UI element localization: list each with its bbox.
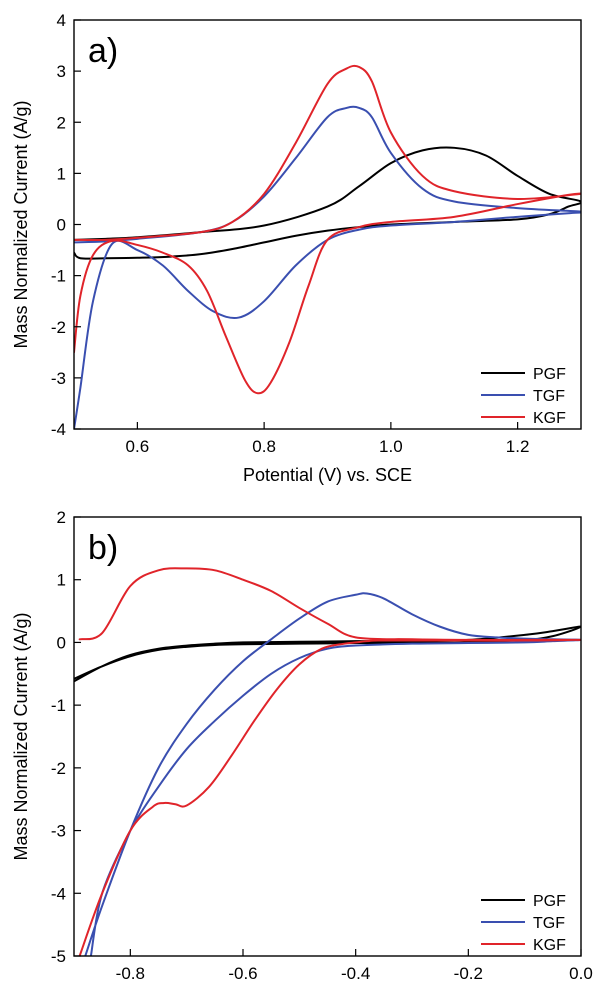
y-axis-title: Mass Normalized Current (A/g) (11, 100, 31, 348)
x-tick-label: 1.0 (379, 437, 403, 456)
series-group (74, 64, 581, 429)
y-tick-label: 4 (57, 11, 66, 30)
plot-frame (73, 516, 582, 957)
series-line-tgf (74, 105, 581, 429)
y-tick-label: 0 (57, 633, 66, 652)
series-line-pgf (74, 625, 581, 683)
x-tick-label: 0.6 (126, 437, 150, 456)
x-tick-label: -0.8 (116, 964, 145, 983)
panel-a: 0.6 0.8 1.0 1.2 -4 -3 -2 -1 0 1 2 3 4 Potential (V) v… (11, 11, 582, 485)
x-tick-label: 0.0 (569, 964, 593, 983)
panel-b: -0.8-0.6-0.4-0.20.0-5-4-3-2-1012Potentia… (11, 508, 593, 983)
x-tick-label: 0.8 (252, 437, 276, 456)
series-line-kgf (74, 64, 581, 395)
series-line-kgf (78, 567, 581, 956)
y-tick-label: 2 (57, 113, 66, 132)
y-tick-label: 3 (57, 62, 66, 81)
y-tick-label: 1 (57, 164, 66, 183)
y-tick-label: -2 (51, 318, 66, 337)
y-tick-label: -3 (51, 369, 66, 388)
x-tick-label: 1.2 (506, 437, 530, 456)
y-tick-label: -5 (51, 947, 66, 966)
legend-label-tgf: TGF (533, 915, 565, 932)
y-tick-label: 1 (57, 571, 66, 590)
legend: PGF TGF KGF (481, 893, 566, 954)
legend-label-kgf: KGF (533, 410, 566, 427)
legend: PGF TGF KGF (481, 366, 566, 427)
legend-label-kgf: KGF (533, 937, 566, 954)
x-tick-label: -0.4 (341, 964, 370, 983)
plot-frame (73, 19, 582, 430)
panel-label: a) (88, 32, 118, 70)
series-group (74, 567, 581, 956)
y-tick-label: -4 (51, 420, 66, 439)
y-tick-label: 2 (57, 508, 66, 527)
series-line-tgf (84, 592, 581, 956)
panel-label: b) (88, 529, 118, 567)
y-axis-title: Mass Normalized Current (A/g) (11, 612, 31, 860)
y-tick-label: -1 (51, 267, 66, 286)
x-tick-label: -0.6 (228, 964, 257, 983)
y-tick-label: -4 (51, 884, 66, 903)
y-tick-label: 0 (57, 216, 66, 235)
legend-label-tgf: TGF (533, 388, 565, 405)
y-tick-label: -1 (51, 696, 66, 715)
x-tick-label: -0.2 (454, 964, 483, 983)
legend-label-pgf: PGF (533, 893, 566, 910)
legend-label-pgf: PGF (533, 366, 566, 383)
series-line-pgf (74, 146, 581, 260)
x-axis-title: Potential (V) vs. SCE (243, 465, 412, 485)
y-tick-label: -2 (51, 759, 66, 778)
y-tick-label: -3 (51, 822, 66, 841)
